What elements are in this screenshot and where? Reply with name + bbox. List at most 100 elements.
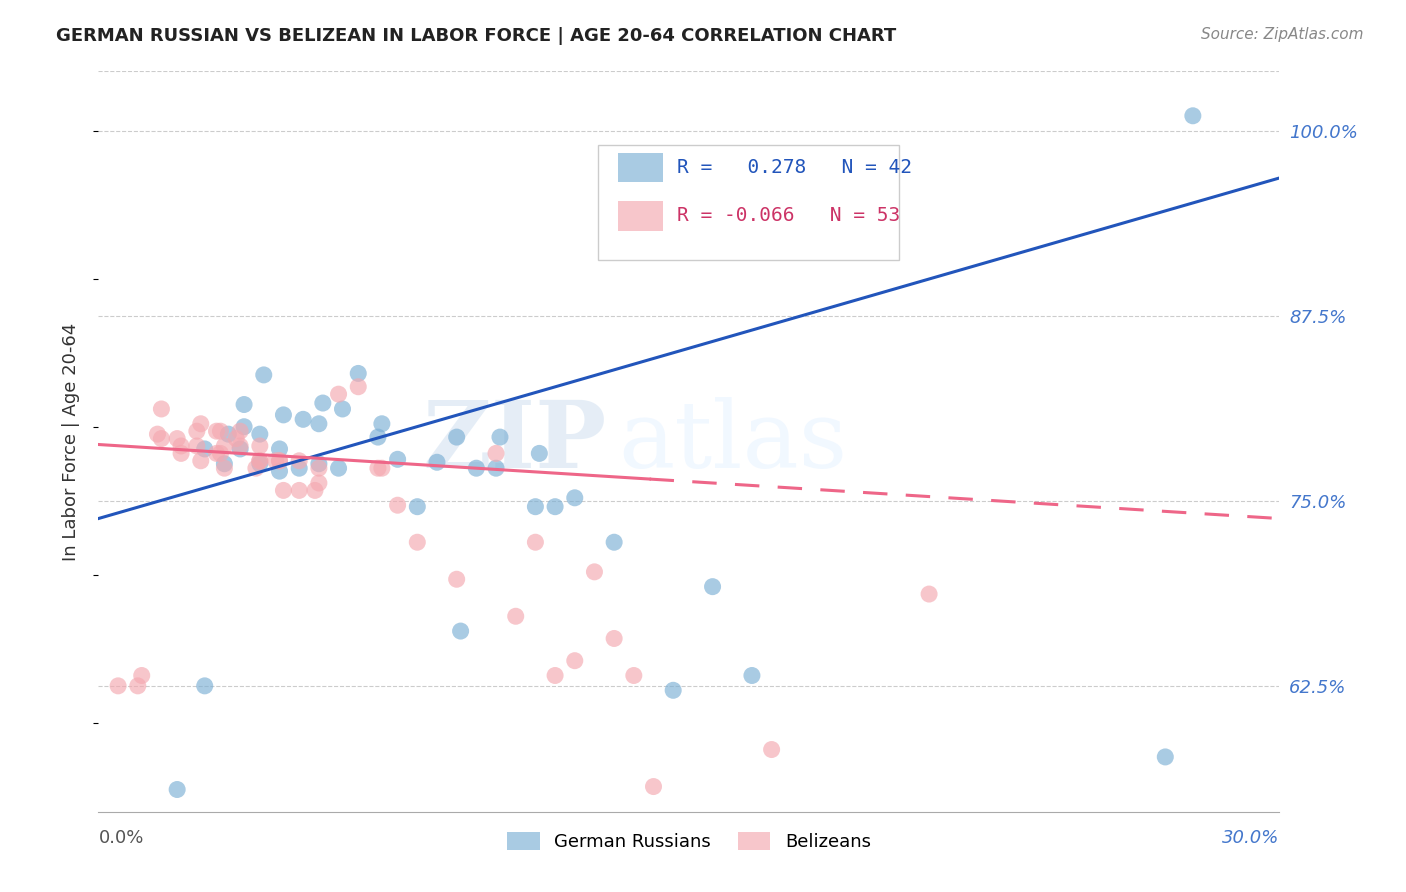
Point [249, 457, 271, 471]
Point [564, 654, 586, 668]
Point [150, 401, 173, 416]
Point [288, 461, 311, 475]
Point [524, 535, 547, 549]
Point [253, 368, 276, 382]
Point [450, 624, 472, 638]
Text: atlas: atlas [619, 397, 848, 486]
Bar [619, 201, 664, 230]
Point [292, 412, 315, 426]
Point [1154, 750, 1177, 764]
Point [166, 432, 188, 446]
Point [186, 424, 208, 438]
Point [544, 500, 567, 514]
Point [217, 427, 239, 442]
Point [249, 439, 271, 453]
Point [150, 432, 173, 446]
Point [312, 396, 335, 410]
Point [328, 461, 350, 475]
Point [269, 454, 291, 468]
Point [485, 461, 508, 475]
Point [741, 668, 763, 682]
Bar [619, 153, 664, 183]
Text: ZIP: ZIP [422, 397, 606, 486]
Point [761, 742, 783, 756]
Point [489, 430, 512, 444]
Point [209, 424, 232, 438]
Point [465, 461, 488, 475]
Point [288, 454, 311, 468]
Text: R = -0.066   N = 53: R = -0.066 N = 53 [678, 206, 900, 226]
Point [214, 461, 236, 475]
Point [170, 446, 193, 460]
Point [249, 454, 271, 468]
Point [146, 427, 169, 442]
Point [702, 580, 724, 594]
Point [269, 454, 291, 468]
Text: 30.0%: 30.0% [1222, 830, 1279, 847]
Point [288, 483, 311, 498]
Point [190, 454, 212, 468]
Point [371, 461, 394, 475]
Point [214, 439, 236, 453]
Point [131, 668, 153, 682]
Point [328, 387, 350, 401]
Point [166, 782, 188, 797]
Point [426, 455, 449, 469]
Point [170, 439, 193, 453]
Point [194, 442, 217, 456]
Point [273, 408, 295, 422]
Point [233, 419, 256, 434]
Text: 0.0%: 0.0% [98, 830, 143, 847]
FancyBboxPatch shape [598, 145, 900, 260]
Point [127, 679, 149, 693]
Point [225, 432, 247, 446]
Y-axis label: In Labor Force | Age 20-64: In Labor Force | Age 20-64 [62, 322, 80, 561]
Point [229, 439, 252, 453]
Point [544, 668, 567, 682]
Point [269, 442, 291, 456]
Point [332, 401, 354, 416]
Text: GERMAN RUSSIAN VS BELIZEAN IN LABOR FORCE | AGE 20-64 CORRELATION CHART: GERMAN RUSSIAN VS BELIZEAN IN LABOR FORC… [56, 27, 897, 45]
Point [1181, 109, 1204, 123]
Point [308, 461, 330, 475]
Point [603, 632, 626, 646]
Point [347, 367, 370, 381]
Point [367, 430, 389, 444]
Point [190, 417, 212, 431]
Legend: German Russians, Belizeans: German Russians, Belizeans [501, 824, 877, 858]
Point [264, 454, 287, 468]
Point [406, 500, 429, 514]
Point [308, 417, 330, 431]
Point [371, 417, 394, 431]
Point [209, 446, 232, 460]
Point [186, 439, 208, 453]
Point [446, 430, 468, 444]
Point [194, 679, 217, 693]
Point [229, 424, 252, 438]
Point [107, 679, 129, 693]
Point [485, 446, 508, 460]
Point [564, 491, 586, 505]
Point [367, 461, 389, 475]
Point [623, 668, 645, 682]
Point [205, 446, 228, 460]
Point [387, 452, 409, 467]
Point [524, 500, 547, 514]
Point [205, 424, 228, 438]
Point [387, 498, 409, 512]
Point [308, 475, 330, 490]
Point [245, 461, 267, 475]
Point [269, 464, 291, 478]
Point [229, 442, 252, 456]
Point [505, 609, 527, 624]
Point [446, 572, 468, 586]
Point [918, 587, 941, 601]
Point [308, 457, 330, 471]
Point [529, 446, 551, 460]
Point [583, 565, 606, 579]
Point [603, 535, 626, 549]
Point [249, 454, 271, 468]
Point [643, 780, 665, 794]
Text: Source: ZipAtlas.com: Source: ZipAtlas.com [1201, 27, 1364, 42]
Point [233, 398, 256, 412]
